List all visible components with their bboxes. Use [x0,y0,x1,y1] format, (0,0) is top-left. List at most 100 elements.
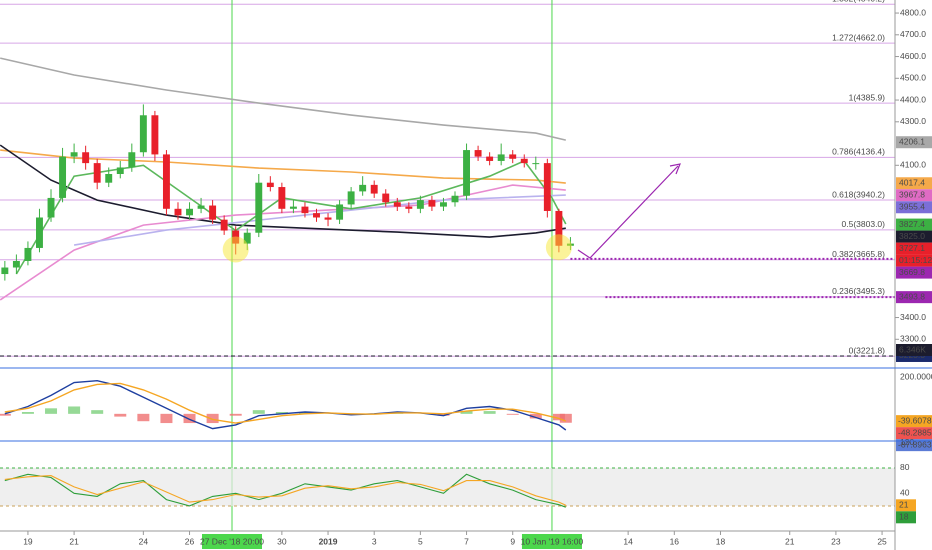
macd-histogram [460,411,473,414]
y-tick-label: 4300.0 [900,116,926,126]
volume-label-bg [896,344,932,356]
y-tick-label: 4600.0 [900,51,926,61]
fib-label: 0.236(3495.3) [832,286,885,296]
price-label: 3967.8 [899,190,925,200]
moving-average [0,57,566,141]
fib-label: 0.382(3665.8) [832,249,885,259]
highlight-circle [545,234,572,261]
y-tick-label: 3400.0 [900,312,926,322]
candle-body [116,167,124,174]
y-tick-label: 4700.0 [900,29,926,39]
candle-body [47,197,55,218]
candle-body [474,150,482,157]
macd-histogram [0,413,11,416]
candle-body [347,191,355,205]
candle-body [1,267,9,275]
fib-label: 0(3221.8) [849,346,886,356]
candle-body [266,182,274,188]
fib-label: 0.618(3940.2) [832,189,885,199]
price-label-bg [896,291,932,304]
candle-body [24,247,32,261]
candle-body [313,213,320,218]
candle-body [59,156,67,198]
countdown-bg [896,254,932,267]
candle-body [93,163,101,183]
candle-body [128,152,136,168]
candle-body [359,184,367,192]
y-tick-label: 120 [900,437,914,447]
macd-histogram [229,413,242,416]
fib-label: 1(4385.9) [849,92,886,102]
macd-histogram [21,412,34,414]
candle-body [509,154,517,159]
candle-body [382,193,390,203]
x-tick-label: 9 [510,536,515,546]
candle-body [370,184,378,194]
y-tick-label: 4800.0 [900,7,926,17]
macd-line [4,379,567,431]
x-tick-label: 23 [831,536,841,546]
candle-body [162,154,170,209]
price-label: 3493.8 [899,291,925,301]
macd-histogram [529,413,542,419]
x-tick-label: 3 [372,536,377,546]
x-tick-label: 21 [69,536,79,546]
price-label: 3955.4 [899,202,925,212]
candle-body [151,115,159,155]
candle-body [486,156,494,161]
x-tick-label: 14 [623,536,633,546]
price-label: 3727.1 [899,243,925,253]
cursor-label-bg [521,534,582,549]
volume-label: 6.346K [899,344,926,354]
cursor-label: 10 Jan '19 16:00 [521,536,584,546]
rsi-line [4,475,567,506]
value-label-bg [896,427,932,440]
x-tick-label: 16 [670,536,680,546]
value-label-bg [896,415,932,428]
fib-label: 0.5(3803.0) [842,219,886,229]
candle-body [463,150,471,196]
macd-histogram [68,406,81,414]
candle-body [82,152,90,164]
macd-histogram [137,413,150,422]
y-tick-label: 200.0000 [900,371,932,381]
candle-body [520,158,528,164]
candle-body [532,163,540,165]
macd-histogram [275,412,288,414]
candle-body [451,195,459,203]
value-label-bg [896,439,932,452]
moving-average [0,144,566,238]
candle-body [255,182,263,233]
countdown: 01:15:12 [899,255,932,265]
x-tick-label: 26 [185,536,195,546]
y-tick-label: 4400.0 [900,94,926,104]
rsi-line [4,473,566,508]
arrow-drawing [577,165,679,259]
price-label: 4017.4 [899,178,925,188]
value-label-bg [896,499,916,512]
price-label-bg [896,201,932,214]
x-tick-label: 30 [277,536,287,546]
macd-histogram [252,410,265,414]
macd-histogram [91,410,104,414]
candle-body [428,200,436,207]
macd-histogram [559,413,572,423]
macd-line [4,382,567,424]
x-tick-label: 25 [877,536,887,546]
x-tick-label: 21 [785,536,795,546]
price-label: 3825.0 [899,231,925,241]
candle-body [36,217,43,248]
value-label: 18 [899,512,909,522]
moving-average [0,149,566,184]
value-label: -48.2885 [898,427,932,437]
fib-label: 0.786(4136.4) [832,147,885,157]
candle-body [555,210,563,246]
candle-body [174,208,182,216]
highlight-circle [222,236,249,263]
price-label: 3669.8 [899,267,925,277]
candle-body [209,205,217,220]
candle-body [12,260,20,268]
value-label: -39.6078 [898,415,932,425]
